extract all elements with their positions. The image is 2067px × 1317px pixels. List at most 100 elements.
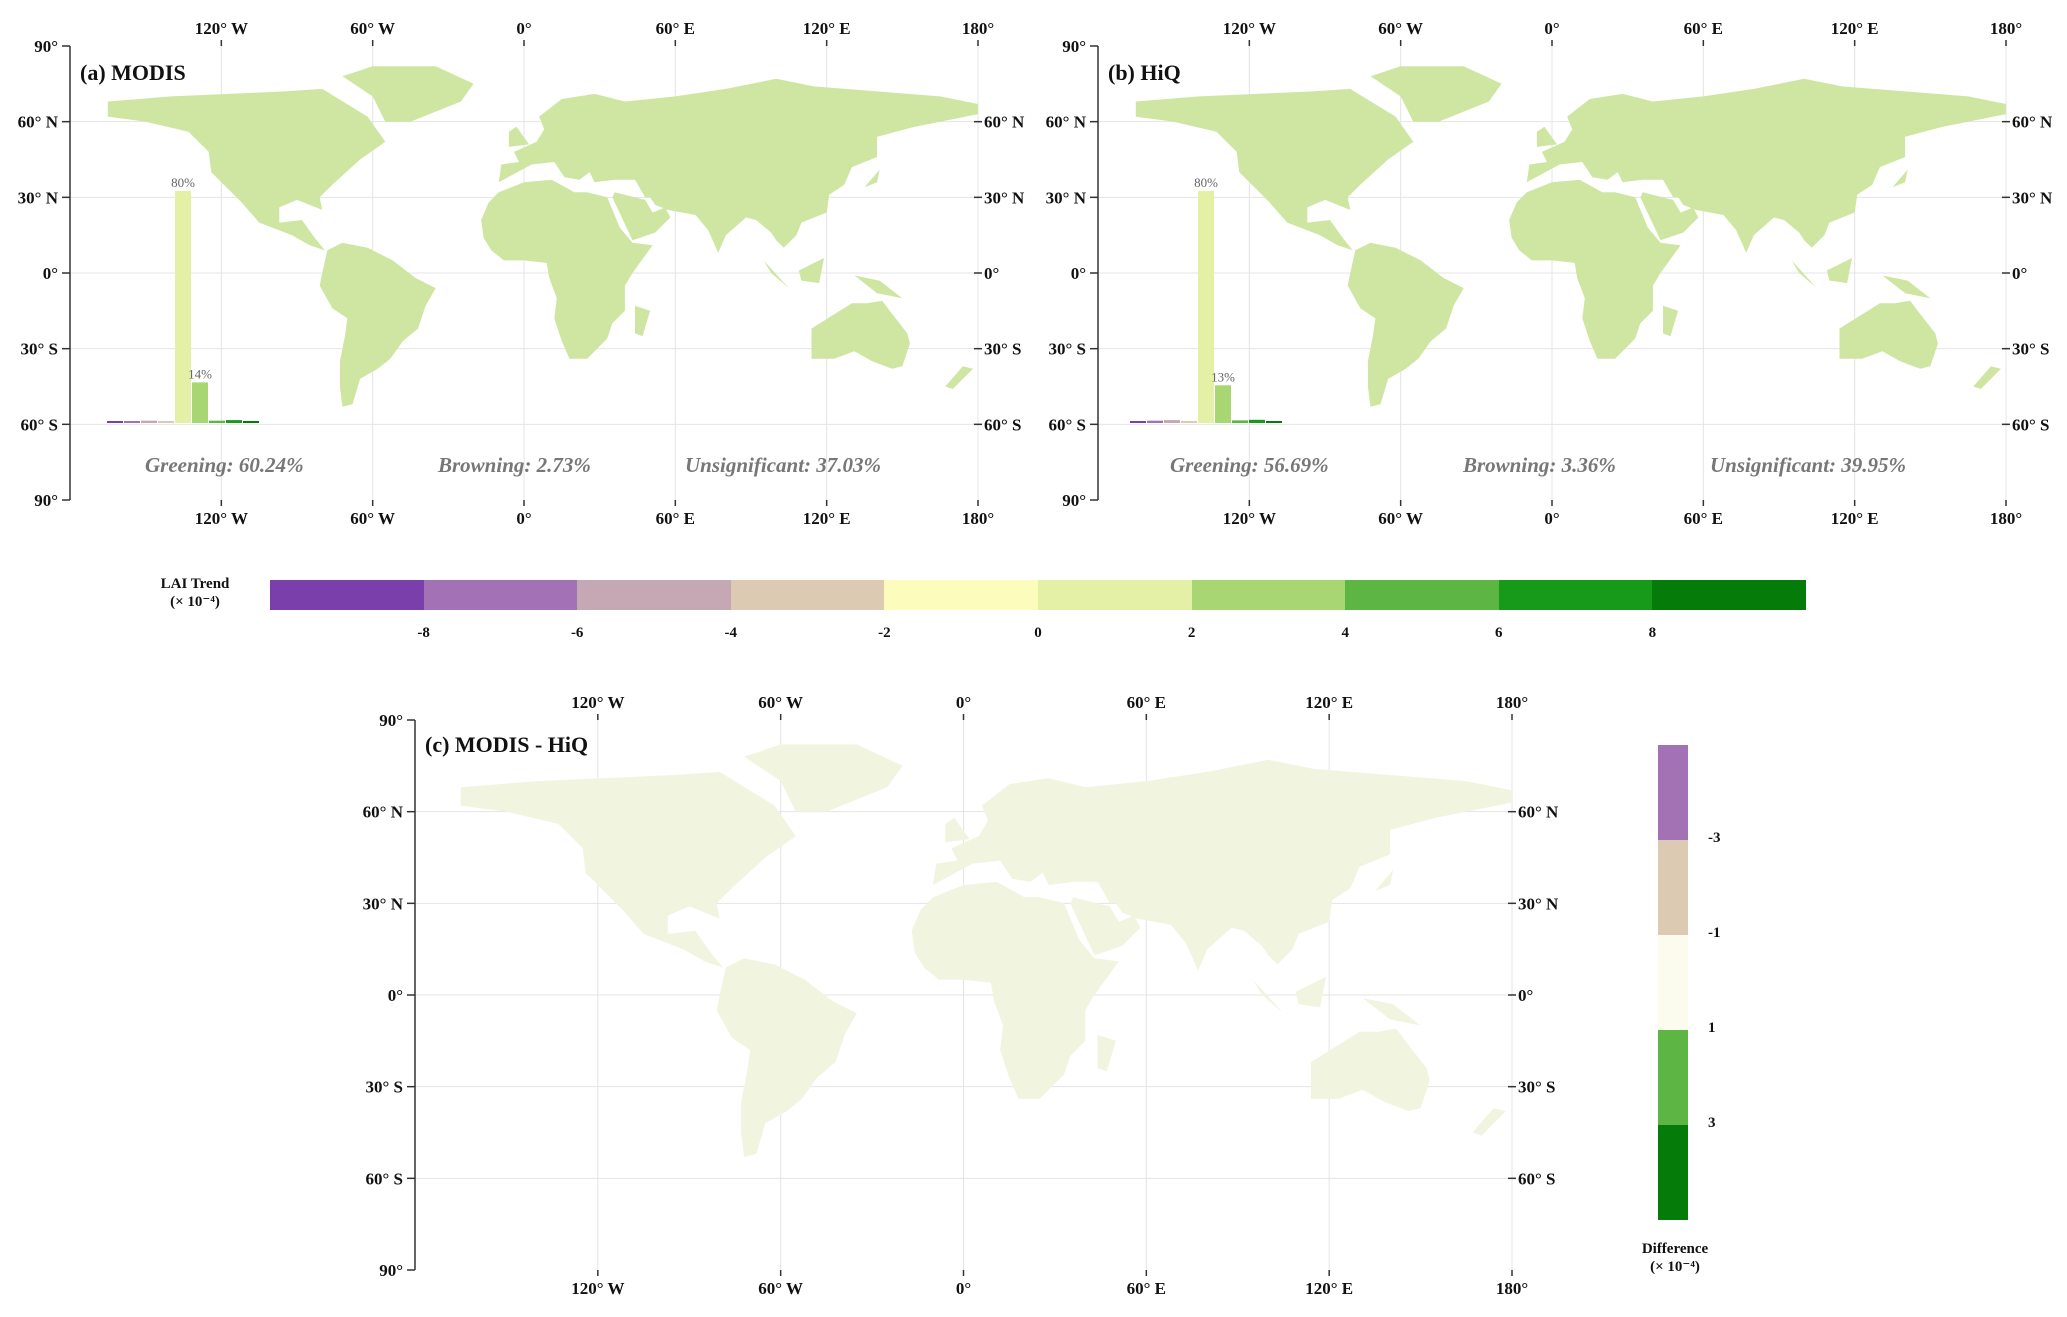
lai-colorbar-segment	[270, 580, 424, 610]
land-mass	[1359, 869, 1394, 898]
lat-label-left: 0°	[388, 986, 403, 1005]
lon-label-bottom: 180°	[962, 509, 994, 528]
lai-legend-title-line1: LAI Trend	[160, 576, 230, 592]
lat-label-left: 30° N	[363, 894, 404, 913]
stat-label: Browning: 2.73%	[437, 453, 591, 477]
land-mass	[1295, 976, 1327, 1008]
lai-colorbar-label: -4	[724, 625, 738, 641]
histogram-bar	[158, 421, 174, 423]
lon-label-top: 60° E	[1127, 693, 1166, 712]
land-mass	[851, 169, 880, 193]
histogram-label-second: 14%	[188, 366, 212, 381]
lon-label-bottom: 120° E	[1831, 509, 1879, 528]
lon-label-bottom: 0°	[956, 1279, 971, 1298]
land-mass	[1509, 179, 1681, 359]
land-mass	[1536, 126, 1557, 147]
lat-label-right: 30° N	[2012, 188, 2053, 207]
lon-label-top: 0°	[1544, 19, 1559, 38]
lai-colorbar-label: 0	[1034, 625, 1042, 641]
land-mass	[763, 260, 789, 289]
lat-label-left: 90°	[1062, 37, 1086, 56]
land-mass	[1362, 998, 1421, 1026]
lat-label-right: 0°	[1518, 986, 1533, 1005]
lai-colorbar-label: 4	[1341, 625, 1349, 641]
land-mass	[498, 78, 978, 253]
lat-label-left: 30° S	[1048, 340, 1086, 359]
lon-label-top: 180°	[962, 19, 994, 38]
lat-label-left: 60° S	[20, 415, 58, 434]
stat-label: Unsignificant: 37.03%	[685, 453, 881, 477]
lon-label-bottom: 60° E	[656, 509, 695, 528]
lon-label-top: 60° W	[1378, 19, 1423, 38]
stat-label: Browning: 3.36%	[1462, 453, 1616, 477]
difference-colorbar-segment	[1658, 1125, 1688, 1220]
lon-label-bottom: 120° W	[1223, 509, 1276, 528]
lon-label-top: 120° E	[1305, 693, 1353, 712]
histogram-label-peak: 80%	[1194, 175, 1218, 190]
lon-label-bottom: 60° W	[758, 1279, 803, 1298]
lai-colorbar-label: 8	[1648, 625, 1657, 641]
land-mass	[1347, 242, 1464, 407]
land-mass	[798, 257, 825, 284]
land-mass	[811, 300, 910, 369]
difference-colorbar-label: 3	[1708, 1115, 1716, 1131]
land-mass	[1791, 260, 1817, 289]
land-mass	[1663, 305, 1679, 337]
land-mass	[319, 242, 436, 407]
lat-label-right: 60° N	[1518, 803, 1559, 822]
lat-label-right: 0°	[984, 264, 999, 283]
lai-colorbar-segment	[1038, 580, 1192, 610]
land-mass	[1472, 1108, 1506, 1136]
lon-label-top: 120° W	[195, 19, 248, 38]
lon-label-top: 120° W	[571, 693, 624, 712]
lat-label-left: 60° N	[18, 113, 59, 132]
land-mass	[1640, 192, 1699, 241]
difference-colorbar-label: -1	[1708, 925, 1721, 941]
histogram-label-peak: 80%	[171, 175, 195, 190]
histogram-bar	[124, 421, 140, 423]
panel-title: (b) HiQ	[1108, 60, 1181, 85]
land-mass	[1973, 366, 2001, 389]
land-mass	[1879, 169, 1908, 193]
lon-label-top: 180°	[1496, 693, 1528, 712]
lai-colorbar-label: -6	[570, 625, 584, 641]
lai-colorbar-label: -2	[878, 625, 891, 641]
lon-label-bottom: 60° W	[350, 509, 395, 528]
map-geometry: 90° 60° N 30° N 0° 30° S 60° S 90° 60° N 30° N 0°…	[1046, 19, 2053, 528]
lai-colorbar-segment	[1345, 580, 1499, 610]
lon-label-bottom: 120° W	[571, 1279, 624, 1298]
land-mass	[716, 958, 857, 1157]
lon-label-bottom: 0°	[1544, 509, 1559, 528]
land-mass	[854, 275, 903, 299]
histogram-bar	[1249, 419, 1265, 423]
lon-label-top: 120° E	[803, 19, 851, 38]
lat-label-left: 90°	[34, 37, 58, 56]
histogram-bar	[243, 421, 259, 423]
land-mass	[1253, 979, 1284, 1014]
lat-label-left: 60° S	[1048, 415, 1086, 434]
lat-label-right: 60° S	[2012, 415, 2050, 434]
land-mass	[1839, 300, 1938, 369]
map-geometry: 90° 60° N 30° N 0° 30° S 60° S 90° 60° N 30° N 0°…	[18, 19, 1025, 528]
lat-label-left: 30° N	[18, 188, 59, 207]
difference-colorbar-segment	[1658, 1030, 1688, 1125]
lon-label-bottom: 120° E	[803, 509, 851, 528]
difference-colorbar-segment	[1658, 935, 1688, 1030]
lat-label-left: 30° N	[1046, 188, 1087, 207]
difference-legend-title: Difference (× 10⁻⁴)	[1620, 1240, 1730, 1276]
lai-colorbar-segment	[730, 580, 885, 610]
land-mass	[911, 881, 1119, 1099]
stat-label: Unsignificant: 39.95%	[1710, 453, 1906, 477]
lon-label-top: 0°	[956, 693, 971, 712]
lai-colorbar	[270, 580, 1806, 610]
land-mass	[1135, 88, 1414, 251]
land-mass	[460, 771, 796, 968]
panel-a-modis: 90° 60° N 30° N 0° 30° S 60° S 90° 60° N 30° N 0°…	[0, 0, 1033, 540]
difference-colorbar-segment	[1658, 745, 1688, 840]
histogram-bar	[209, 420, 225, 423]
lon-label-bottom: 120° W	[195, 509, 248, 528]
lai-colorbar-segment	[423, 580, 578, 610]
histogram-bar	[226, 420, 242, 423]
lai-colorbar-label: 2	[1187, 625, 1196, 641]
lat-label-right: 30° S	[1518, 1078, 1556, 1097]
